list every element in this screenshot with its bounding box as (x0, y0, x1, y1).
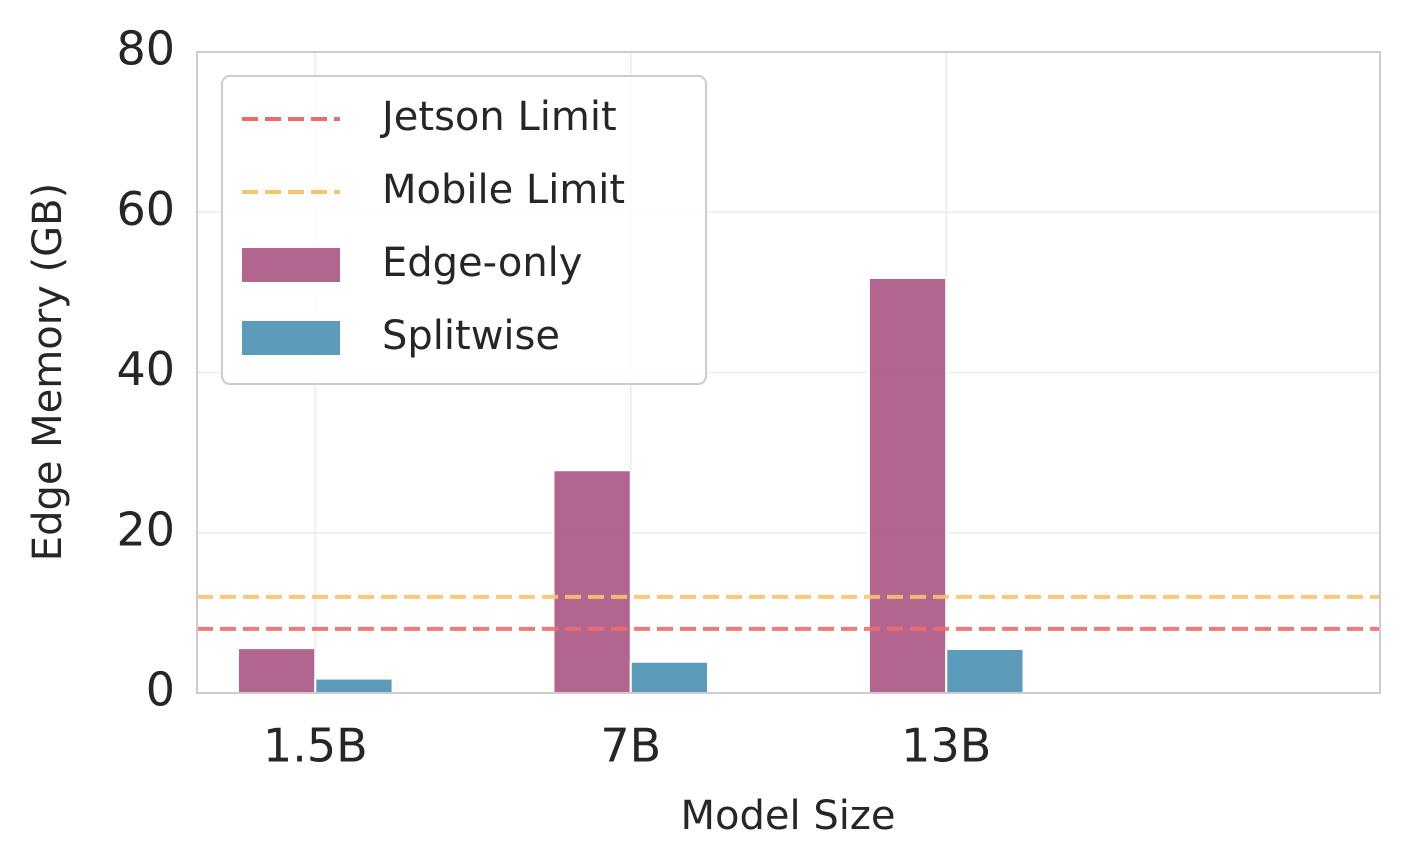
bar (552, 469, 632, 694)
bar (945, 647, 1025, 695)
y-tick-label: 40 (116, 342, 175, 396)
legend: Jetson Limit Mobile Limit Edge-only Splitwi… (221, 75, 707, 385)
x-tick-label: 13B (901, 719, 991, 773)
bar (867, 276, 948, 694)
y-tick-label: 0 (146, 663, 175, 717)
legend-box (221, 75, 707, 385)
x-axis-label: Model Size (681, 793, 896, 839)
x-tick-label: 1.5B (263, 719, 368, 773)
y-tick-label: 60 (116, 182, 175, 236)
bar (314, 677, 394, 695)
x-tick-label: 7B (600, 719, 661, 773)
plot-frame (196, 51, 1381, 694)
bar (629, 660, 710, 694)
y-tick-label: 20 (116, 502, 175, 556)
legend-label: Splitwise (382, 313, 560, 359)
y-tick-label: 80 (116, 22, 175, 76)
legend-label: Edge-only (382, 240, 582, 286)
legend-label: Jetson Limit (379, 94, 617, 140)
legend-swatch (242, 248, 340, 282)
legend-label: Mobile Limit (382, 167, 625, 213)
legend-swatch (242, 321, 340, 355)
y-axis-label: Edge Memory (GB) (25, 183, 71, 561)
bar (237, 647, 317, 695)
